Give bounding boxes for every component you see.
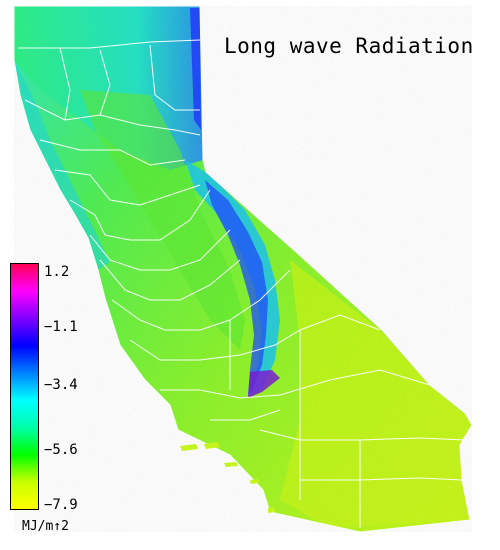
map-title: Long wave Radiation [224, 34, 474, 58]
colorbar-tick-2: −1.1 [44, 319, 78, 335]
colorbar-tick-min: −7.9 [44, 497, 78, 513]
state-shape [13, 5, 473, 533]
colorbar-tick-max: 1.2 [44, 264, 70, 280]
county-borders [18, 39, 466, 528]
channel-islands [180, 442, 275, 513]
colorbar-tick-3: −3.4 [44, 377, 78, 393]
color-scale-bar [10, 263, 39, 510]
colorbar-tick-4: −5.6 [44, 442, 78, 458]
colorbar-units: MJ/m↑2 [22, 519, 69, 534]
